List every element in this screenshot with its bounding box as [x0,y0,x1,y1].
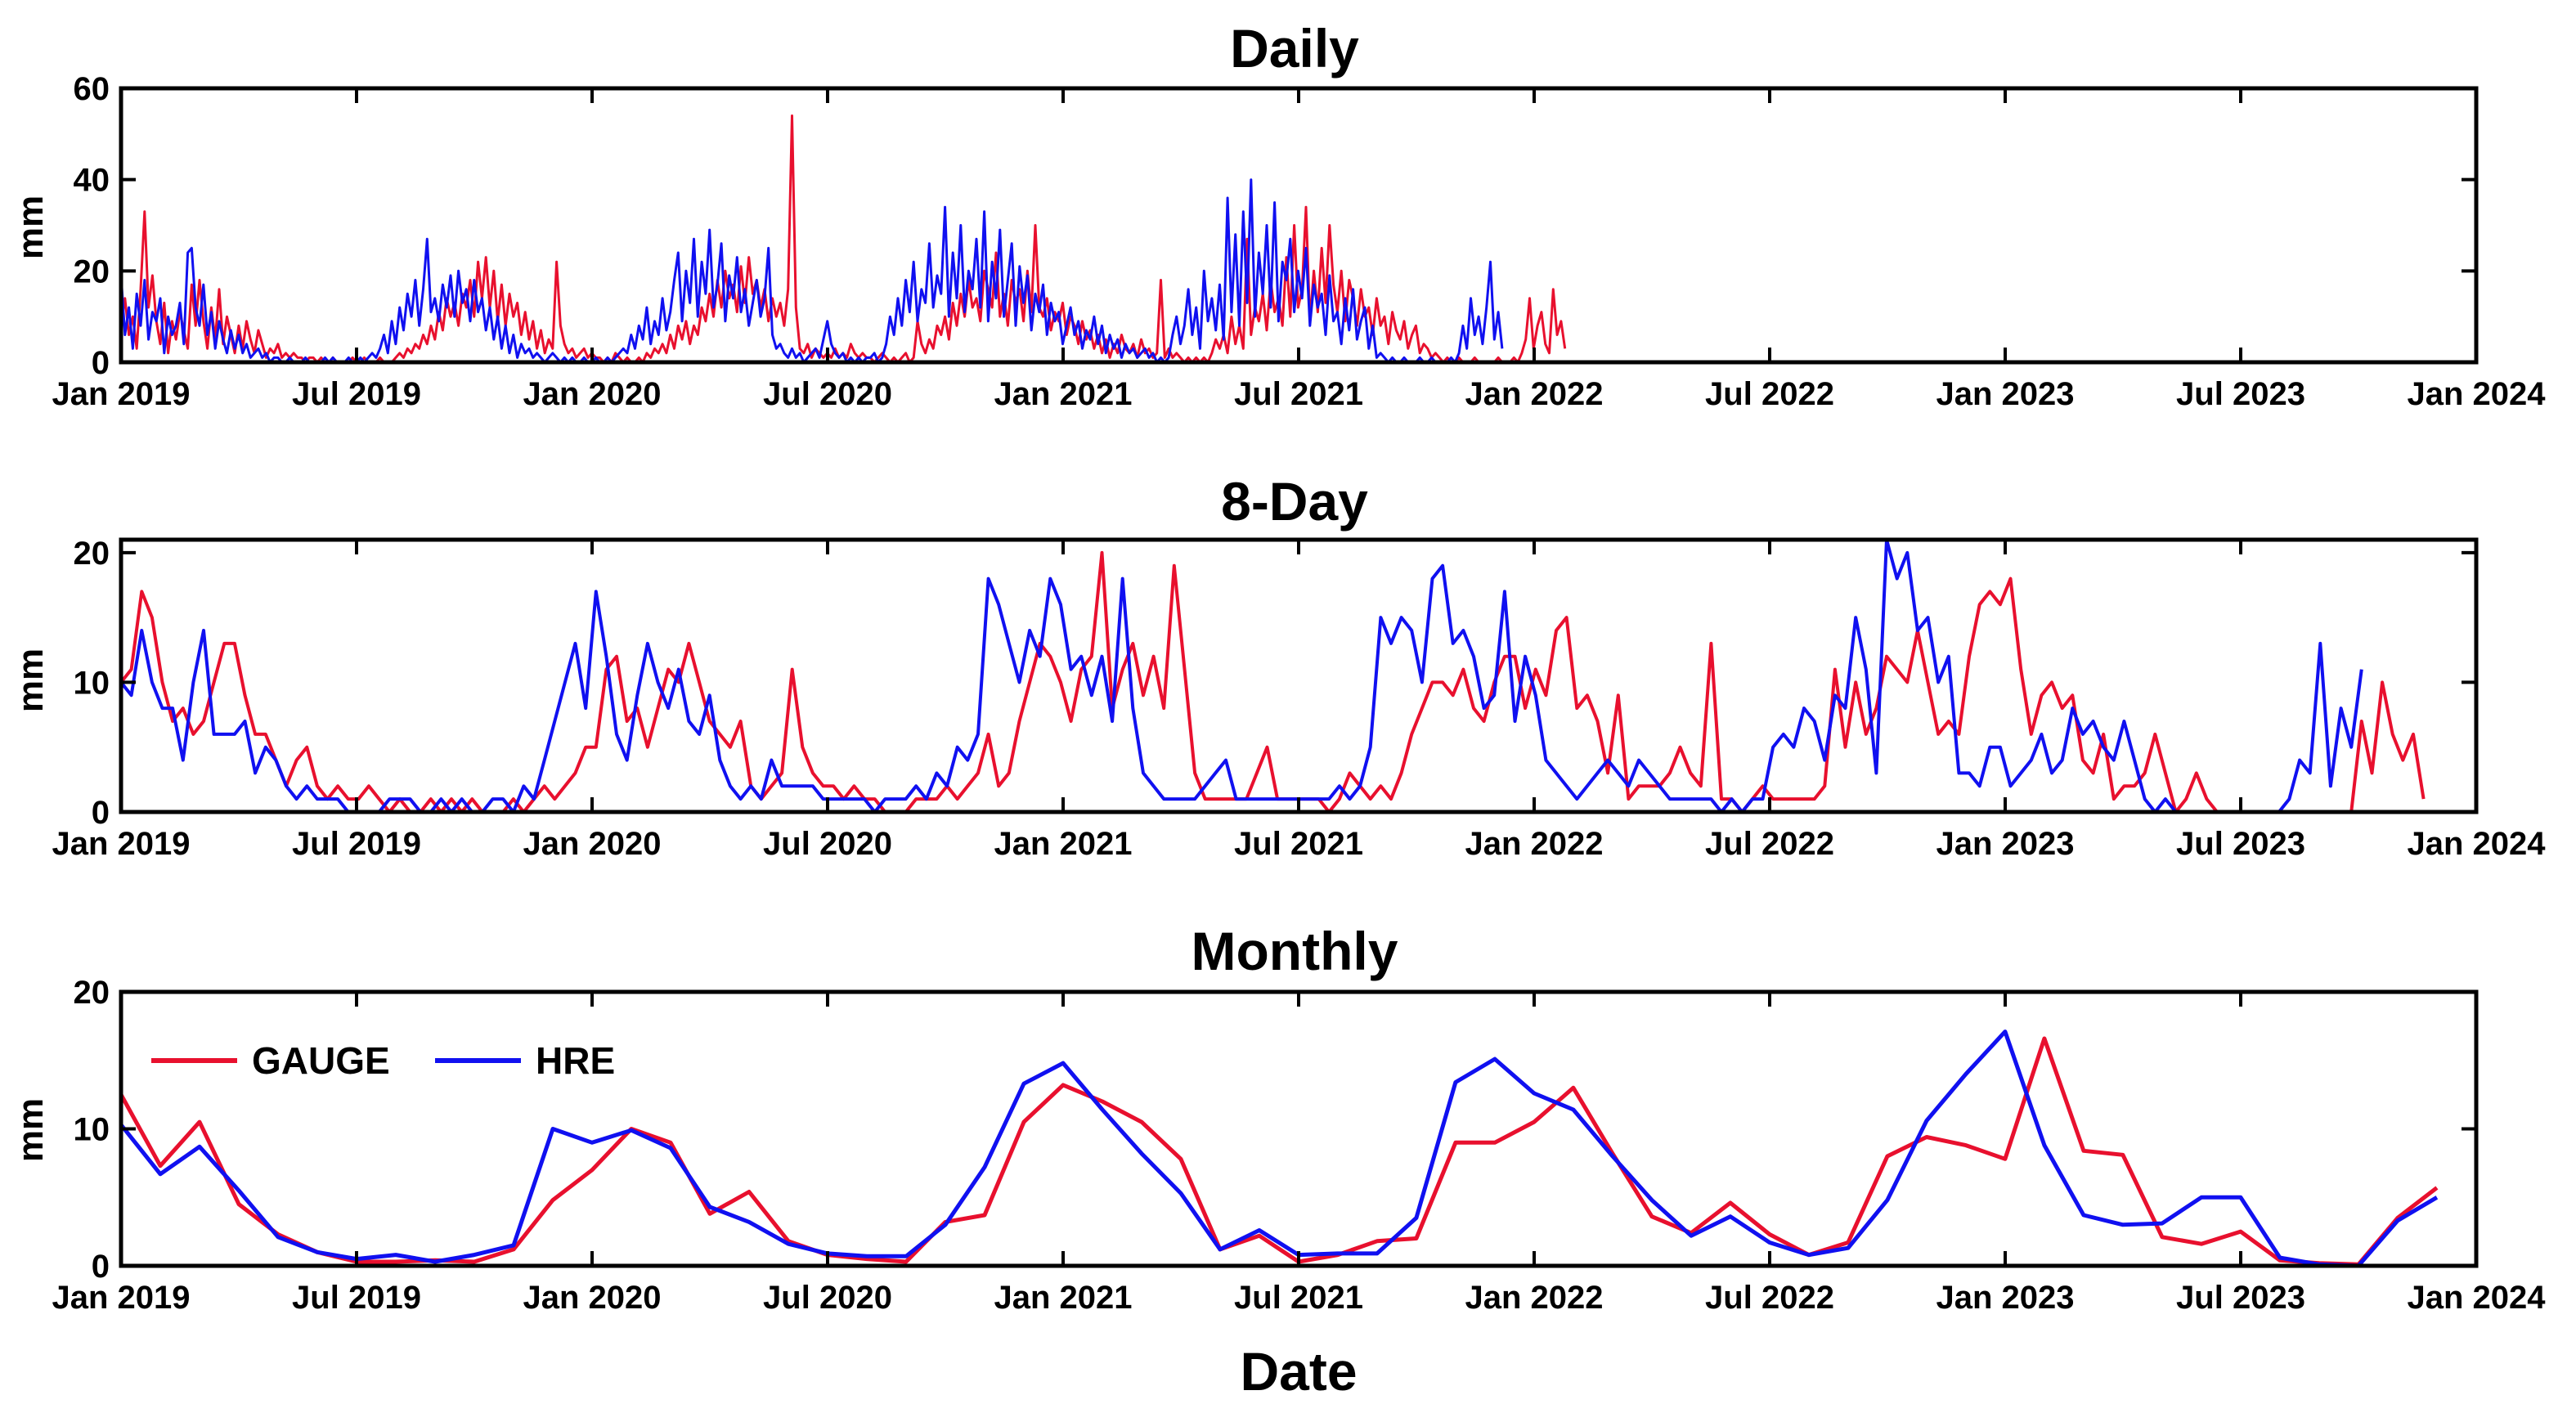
x-tick-label: Jul 2022 [1705,826,1834,862]
x-tick-label: Jan 2019 [52,376,190,412]
x-tick-label: Jan 2021 [994,376,1132,412]
x-tick-label: Jan 2023 [1936,376,2074,412]
y-axis-label: mm [11,195,51,259]
plot-area: 0 10 20 Jan 2019 Jul 2019 Jan 2020 Jul 2020 Jan… [52,536,2546,862]
legend-gauge-label: GAUGE [252,1039,390,1082]
x-tick-label: Jul 2019 [292,826,421,862]
plot-area: 0 10 20 Jan 2019 Jul 2019 Jan 2020 Jul 2020 Jan… [52,975,2546,1316]
x-tick-label: Jul 2019 [292,376,421,412]
y-axis-label: mm [11,648,51,712]
x-tick-label: Jul 2020 [763,1280,892,1316]
x-tick-label: Jul 2023 [2176,376,2305,412]
y-tick-label: 20 [74,253,110,289]
series-group [121,540,2426,812]
panel-title: 8-Day [1221,471,1368,532]
legend-hre-label: HRE [536,1039,615,1082]
panel-title: Daily [1230,18,1359,79]
panel-8day: 8-Day mm 0 10 20 Jan 2019 Jul 2019 Jan 2020 Ju… [11,471,2546,862]
x-tick-label: Jan 2022 [1465,376,1603,412]
x-tick-label: Jan 2024 [2407,826,2546,862]
x-tick-label: Jan 2021 [994,826,1132,862]
x-tick-label: Jan 2021 [994,1280,1132,1316]
x-tick-label: Jan 2020 [523,1280,661,1316]
y-tick-label: 10 [74,665,110,701]
x-tick-label: Jul 2021 [1234,1280,1363,1316]
x-tick-label: Jan 2019 [52,826,190,862]
series-line-hre [121,540,2363,812]
x-tick-label: Jan 2020 [523,826,661,862]
x-tick-label: Jan 2022 [1465,1280,1603,1316]
panel-title: Monthly [1192,921,1398,981]
y-axis-label: mm [11,1098,51,1162]
x-tick-label: Jan 2022 [1465,826,1603,862]
x-tick-label: Jul 2022 [1705,1280,1834,1316]
x-tick-label: Jul 2019 [292,1280,421,1316]
panel-monthly: Monthly mm 0 10 20 Jan 2019 Jul 2019 Jan 2020… [11,921,2546,1316]
x-tick-label: Jul 2020 [763,826,892,862]
y-tick-label: 60 [74,71,110,107]
x-tick-label: Jan 2024 [2407,376,2546,412]
x-tick-label: Jul 2023 [2176,1280,2305,1316]
x-tick-label: Jan 2023 [1936,1280,2074,1316]
y-tick-label: 20 [74,536,110,572]
panel-daily: Daily mm 0 20 40 60 Jan 2019 Jul 2019 Jan 2020… [11,18,2546,412]
series-line-hre [121,1029,2439,1266]
x-tick-label: Jan 2023 [1936,826,2074,862]
x-axis-label: Date [1240,1341,1357,1402]
y-tick-label: 40 [74,163,110,199]
series-group [121,1029,2439,1266]
x-tick-label: Jul 2021 [1234,826,1363,862]
x-tick-label: Jul 2023 [2176,826,2305,862]
x-tick-label: Jul 2021 [1234,376,1363,412]
x-tick-label: Jan 2024 [2407,1280,2546,1316]
x-tick-label: Jan 2020 [523,376,661,412]
series-line-gauge [121,550,2426,812]
y-tick-label: 0 [92,795,110,831]
series-line-gauge [121,1036,2439,1266]
y-tick-label: 0 [92,345,110,381]
plot-area: 0 20 40 60 Jan 2019 Jul 2019 Jan 2020 Jul 2020 J… [52,71,2546,412]
y-tick-label: 20 [74,975,110,1011]
legend: GAUGE HRE [151,1039,615,1082]
x-tick-label: Jul 2022 [1705,376,1834,412]
y-tick-label: 10 [74,1112,110,1148]
y-tick-label: 0 [92,1249,110,1285]
x-tick-label: Jan 2019 [52,1280,190,1316]
x-tick-label: Jul 2020 [763,376,892,412]
